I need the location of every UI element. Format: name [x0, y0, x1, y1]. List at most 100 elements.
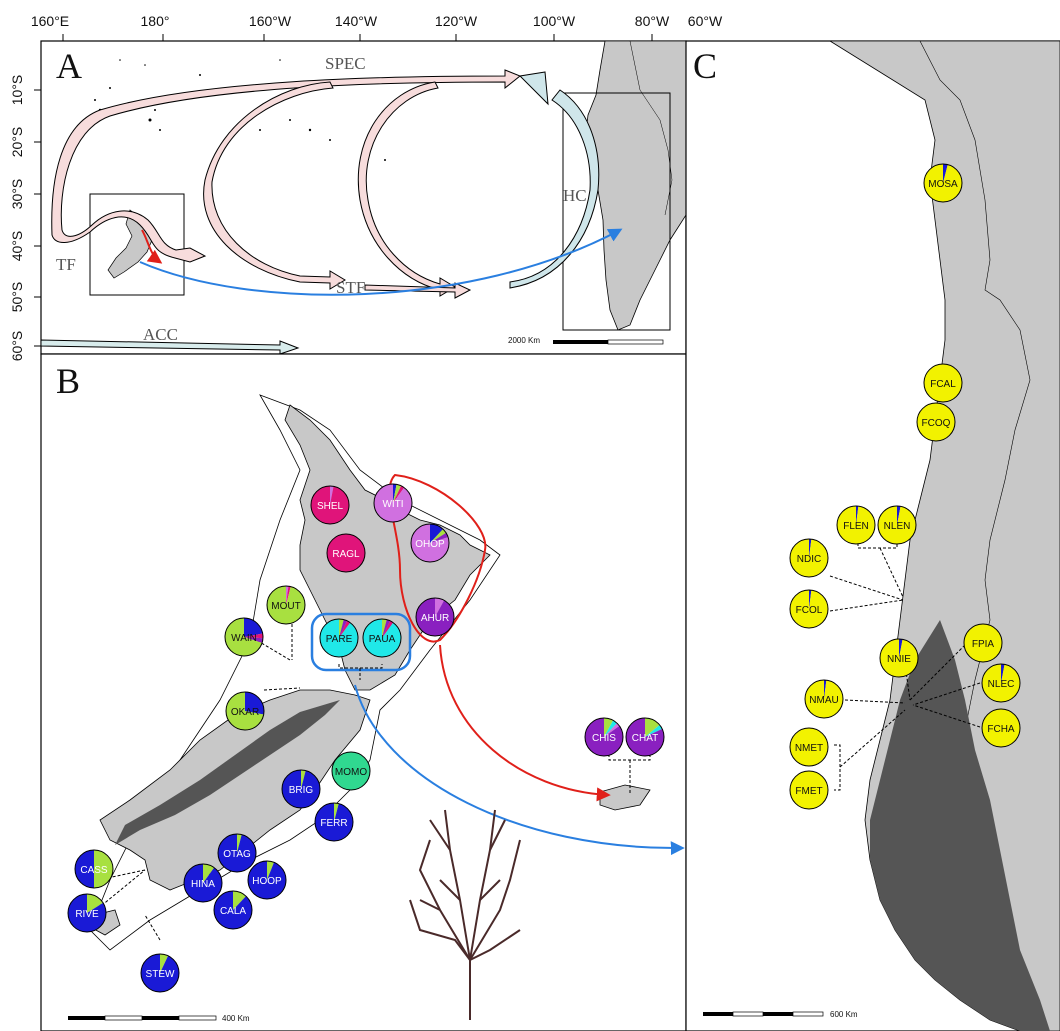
spec-label: SPEC — [325, 54, 366, 73]
pie-label: FCOL — [796, 605, 823, 616]
pie-outline — [789, 727, 829, 767]
pie-mosa: MOSA — [923, 163, 963, 203]
pie-outline — [625, 717, 665, 757]
pie-outline — [310, 485, 350, 525]
pie-label: PAUA — [369, 634, 396, 645]
pie-fmet: FMET — [789, 770, 829, 810]
pie-slice — [301, 770, 306, 789]
pie-slice — [224, 618, 263, 657]
pie-outline — [319, 618, 359, 658]
pie-slice — [327, 534, 365, 572]
pie-outline — [877, 505, 917, 545]
pie-outline — [266, 585, 306, 625]
pie-nmau: NMAU — [804, 679, 844, 719]
pie-slice — [237, 834, 242, 853]
pie-slice — [645, 724, 663, 737]
pie-label: FPIA — [972, 639, 995, 650]
lon-label: 80°W — [635, 13, 670, 29]
scale-label-c: 600 Km — [830, 1010, 858, 1019]
pie-ndic: NDIC — [789, 538, 829, 578]
pie-hina: HINA — [183, 863, 223, 903]
pie-label: RIVE — [75, 909, 99, 920]
pie-chat: CHAT — [625, 717, 665, 757]
hc-inset-box — [562, 92, 671, 331]
pie-outline — [314, 802, 354, 842]
pie-label: CASS — [80, 865, 108, 876]
pie-label: RAGL — [332, 549, 360, 560]
panel-b-frame — [40, 353, 687, 1031]
pie-outline — [410, 523, 450, 563]
panel-a-letter: A — [56, 46, 82, 86]
pie-outline — [879, 638, 919, 678]
pie-slice — [917, 403, 955, 441]
pie-nlen: NLEN — [877, 505, 917, 545]
pie-ferr: FERR — [314, 802, 354, 842]
pie-label: CALA — [220, 906, 246, 917]
pie-label: AHUR — [421, 613, 449, 624]
hc-label: HC — [563, 186, 587, 205]
pie-outline — [923, 163, 963, 203]
panel-a: A SPEC TF STF HC ACC 2000 Km — [40, 40, 687, 355]
pie-label: NNIE — [887, 654, 911, 665]
acc-label: ACC — [143, 325, 178, 344]
pie-slice — [964, 624, 1002, 662]
pie-slice — [416, 598, 454, 636]
pie-outline — [963, 623, 1003, 663]
lon-label: 160°E — [31, 13, 69, 29]
pie-slice — [1001, 664, 1005, 683]
pie-flen: FLEN — [836, 505, 876, 545]
stf-label: STF — [336, 278, 365, 297]
pie-label: OTAG — [223, 849, 251, 860]
pie-label: MOMO — [335, 767, 367, 778]
pie-slice — [286, 586, 289, 605]
pie-label: CHAT — [632, 733, 658, 744]
panel-c-letter: C — [693, 46, 717, 86]
pie-slice — [374, 484, 413, 522]
stf-loop-1 — [203, 81, 346, 290]
pie-chis: CHIS — [584, 717, 624, 757]
pie-slice — [314, 803, 353, 842]
pie-paua: PAUA — [362, 618, 402, 658]
pie-label: NLEN — [884, 521, 911, 532]
pie-wain: WAIN — [224, 617, 264, 657]
pie-slice — [75, 850, 94, 888]
pie-slice — [923, 164, 962, 202]
chile-pie-charts: MOSA FCAL FCOQ FLEN NLEN NDIC FCOL FPIA NNIE NLEC… — [789, 163, 1021, 810]
pie-slice — [332, 752, 370, 790]
pie-slice — [430, 529, 447, 543]
pie-label: FMET — [795, 786, 822, 797]
pie-slice — [411, 524, 449, 562]
pie-label: NMAU — [809, 695, 838, 706]
pie-slice — [604, 723, 620, 737]
pie-outline — [225, 691, 265, 731]
axis-ticks — [34, 34, 653, 347]
pie-mout: MOUT — [266, 585, 306, 625]
pie-outline — [331, 751, 371, 791]
pie-outline — [836, 505, 876, 545]
pie-slice — [339, 619, 348, 638]
pie-slice — [790, 728, 828, 766]
nz-red-arrow-mini — [141, 229, 163, 264]
pie-slice — [625, 718, 664, 756]
pie-label: FERR — [320, 818, 347, 829]
scale-label-b: 400 Km — [222, 1014, 250, 1023]
pie-slice — [214, 891, 252, 929]
pie-slice — [203, 864, 215, 883]
pie-slice — [899, 639, 903, 658]
spec-current-loop — [51, 69, 521, 263]
pie-stew: STEW — [140, 953, 180, 993]
pie-label: WAIN — [231, 633, 257, 644]
south-island-landmass — [99, 689, 371, 891]
pie-witi: WITI — [373, 483, 413, 523]
pie-label: NDIC — [797, 554, 821, 565]
pie-outline — [789, 770, 829, 810]
pie-label: STEW — [146, 969, 175, 980]
tf-label: TF — [56, 255, 76, 274]
pie-shel: SHEL — [310, 485, 350, 525]
pie-slice — [244, 633, 263, 639]
hc-arrowhead — [518, 71, 549, 106]
pie-outline — [981, 708, 1021, 748]
pie-label: BRIG — [289, 785, 314, 796]
pie-outline — [281, 769, 321, 809]
pie-outline — [183, 863, 223, 903]
